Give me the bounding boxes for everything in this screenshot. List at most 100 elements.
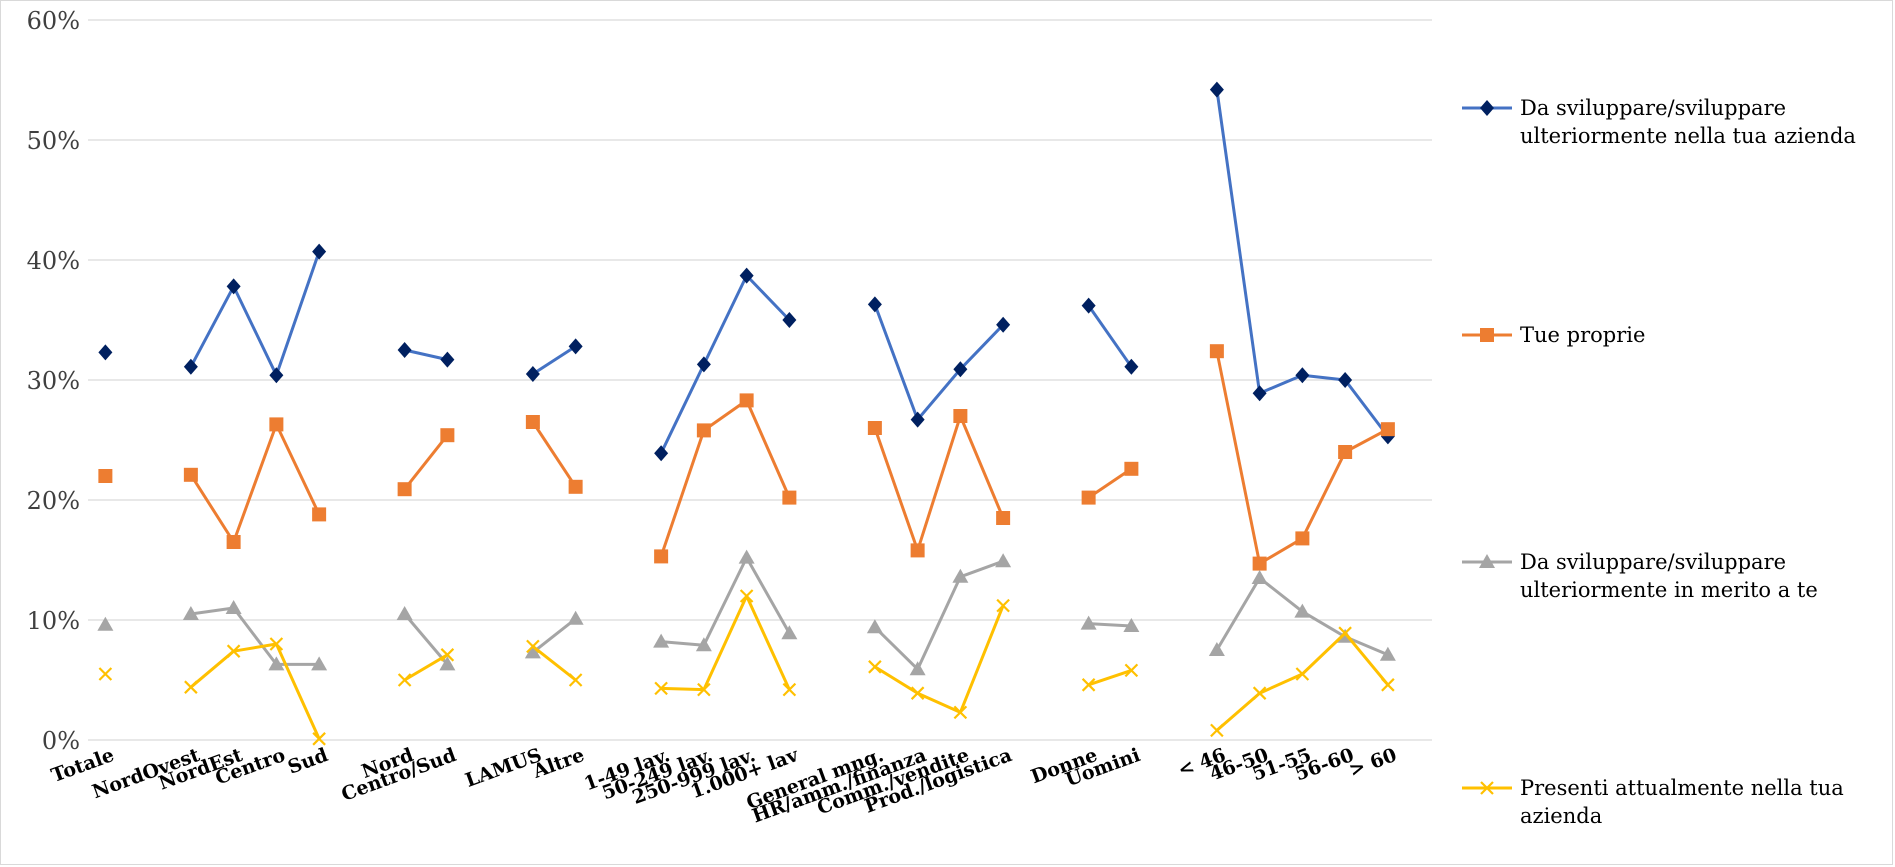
data-point [1379,646,1396,661]
data-point [567,610,584,625]
series-4-line [1088,668,1132,687]
data-point [1295,531,1310,546]
data-point [996,598,1010,613]
data-point [996,511,1011,525]
data-point [225,600,242,614]
data-point [312,243,327,260]
data-point [440,648,455,662]
data-point [654,445,669,462]
data-point [568,673,583,687]
data-point [1208,642,1225,656]
data-point [782,682,797,697]
legend-item-1: Da sviluppare/sviluppare ulteriormente ne… [1462,96,1856,148]
legend-label: Da sviluppare/sviluppare ulteriormente in… [1520,550,1818,602]
series-4-line [531,645,577,682]
legend-swatch-marker [1480,781,1494,795]
y-tick-label: 60% [27,7,80,35]
legend-item-2: Tue proprie [1462,323,1645,347]
y-tick-label: 40% [27,247,80,275]
data-point [269,637,284,651]
legend-swatch-marker [1480,328,1494,342]
series-1-line [873,303,1005,422]
data-point [525,366,540,382]
series-1-line [189,251,321,377]
data-point [1251,570,1268,584]
data-point [782,312,797,328]
data-point [910,686,925,700]
data-point [867,296,882,313]
category-label-60: > 60 [1346,744,1400,781]
data-point [268,656,285,671]
data-point [995,553,1012,568]
series-3-line [403,613,449,666]
data-point [654,549,669,564]
data-point [738,549,755,564]
data-point [696,423,711,438]
data-point [269,367,284,384]
data-point [526,639,540,654]
legend-label: Tue proprie [1520,323,1645,347]
data-point [269,417,284,432]
data-point [226,535,241,549]
series-2-line [403,434,449,491]
data-point [226,644,241,658]
series-2-line [1087,467,1133,499]
data-point [1081,678,1096,692]
series-1-line [1087,304,1133,368]
data-point [1210,723,1224,738]
data-point [1338,626,1352,640]
data-point [1294,603,1311,618]
data-point [952,568,969,583]
data-point [1081,297,1096,314]
legend-item-3: Da sviluppare/sviluppare ulteriormente in… [1462,550,1818,602]
legend-swatch-marker [1480,100,1494,116]
data-point [440,351,455,368]
y-tick-label: 20% [27,487,80,515]
series-1-line [404,348,448,362]
data-point [226,278,241,295]
data-point [311,656,328,671]
legend: Da sviluppare/sviluppare ulteriormente ne… [1462,96,1856,828]
data-point [98,469,113,483]
data-point [439,656,456,671]
series-lines [97,81,1396,746]
category-label-sud: Sud [285,744,331,779]
legend-label: Da sviluppare/sviluppare ulteriormente ne… [1520,96,1856,148]
y-axis-tick-labels: 0% 10% 20% 30% 40% 50% 60% [27,7,80,755]
data-point [1081,490,1096,505]
data-point [397,482,412,497]
data-point [910,411,925,428]
data-point [1252,556,1267,571]
series-1-line [659,274,791,454]
y-tick-label: 50% [27,127,80,155]
data-point [697,682,711,697]
data-point [867,421,882,435]
data-point [1252,385,1267,402]
series-3-line [660,556,791,647]
series-2-line [659,398,791,557]
data-point [182,606,199,620]
data-point [397,342,412,358]
data-point [953,361,968,378]
series-4-line [874,605,1005,714]
series-2-line [873,414,1005,552]
gridlines [88,19,1432,741]
data-point [909,661,926,676]
series-2-line [189,422,321,544]
data-point [1295,367,1310,384]
series-3 [97,549,1396,676]
series-4-line [403,653,449,682]
data-point [1124,461,1139,476]
data-point [1295,667,1310,681]
data-point [440,428,455,443]
data-point [1338,372,1353,388]
series-2-line [531,421,577,488]
data-point [1209,344,1224,359]
data-point [1338,445,1353,459]
data-point [1209,81,1224,98]
data-point [782,490,797,505]
data-point [525,415,540,429]
data-point [1123,618,1140,632]
data-point [312,507,327,522]
series-3-line [1088,622,1132,628]
